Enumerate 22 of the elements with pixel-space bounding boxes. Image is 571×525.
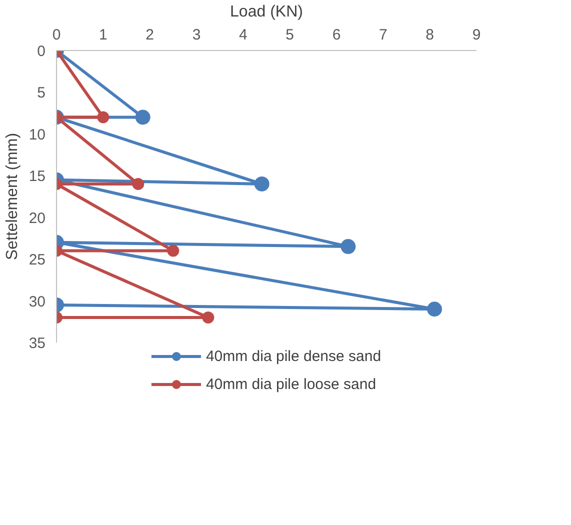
x-tick-label: 5 xyxy=(286,26,294,44)
y-tick-label: 0 xyxy=(37,43,46,60)
y-tick-label: 15 xyxy=(28,168,46,186)
x-tick-label: 0 xyxy=(52,26,61,44)
y-tick-label: 35 xyxy=(28,335,46,352)
y-tick-label: 25 xyxy=(28,252,46,269)
y-tick-label: 30 xyxy=(28,293,46,310)
legend-label: 40mm dia pile loose sand xyxy=(206,376,376,392)
x-tick-label: 7 xyxy=(378,26,388,44)
x-tick-label: 2 xyxy=(146,26,154,44)
y-tick-label: 5 xyxy=(37,84,46,102)
x-tick-label: 4 xyxy=(238,26,248,44)
y-axis-title: Settelement (mm) xyxy=(4,132,21,260)
y-tick-label: 10 xyxy=(28,126,46,144)
x-axis-title: Load (KN) xyxy=(230,4,303,20)
x-tick-label: 1 xyxy=(98,26,108,44)
x-tick-label: 9 xyxy=(472,26,481,44)
legend-label: 40mm dia pile dense sand xyxy=(206,348,382,364)
x-tick-label: 3 xyxy=(192,26,201,44)
x-tick-label: 8 xyxy=(426,26,434,44)
x-tick-label: 6 xyxy=(332,26,341,44)
y-tick-label: 20 xyxy=(28,210,46,227)
